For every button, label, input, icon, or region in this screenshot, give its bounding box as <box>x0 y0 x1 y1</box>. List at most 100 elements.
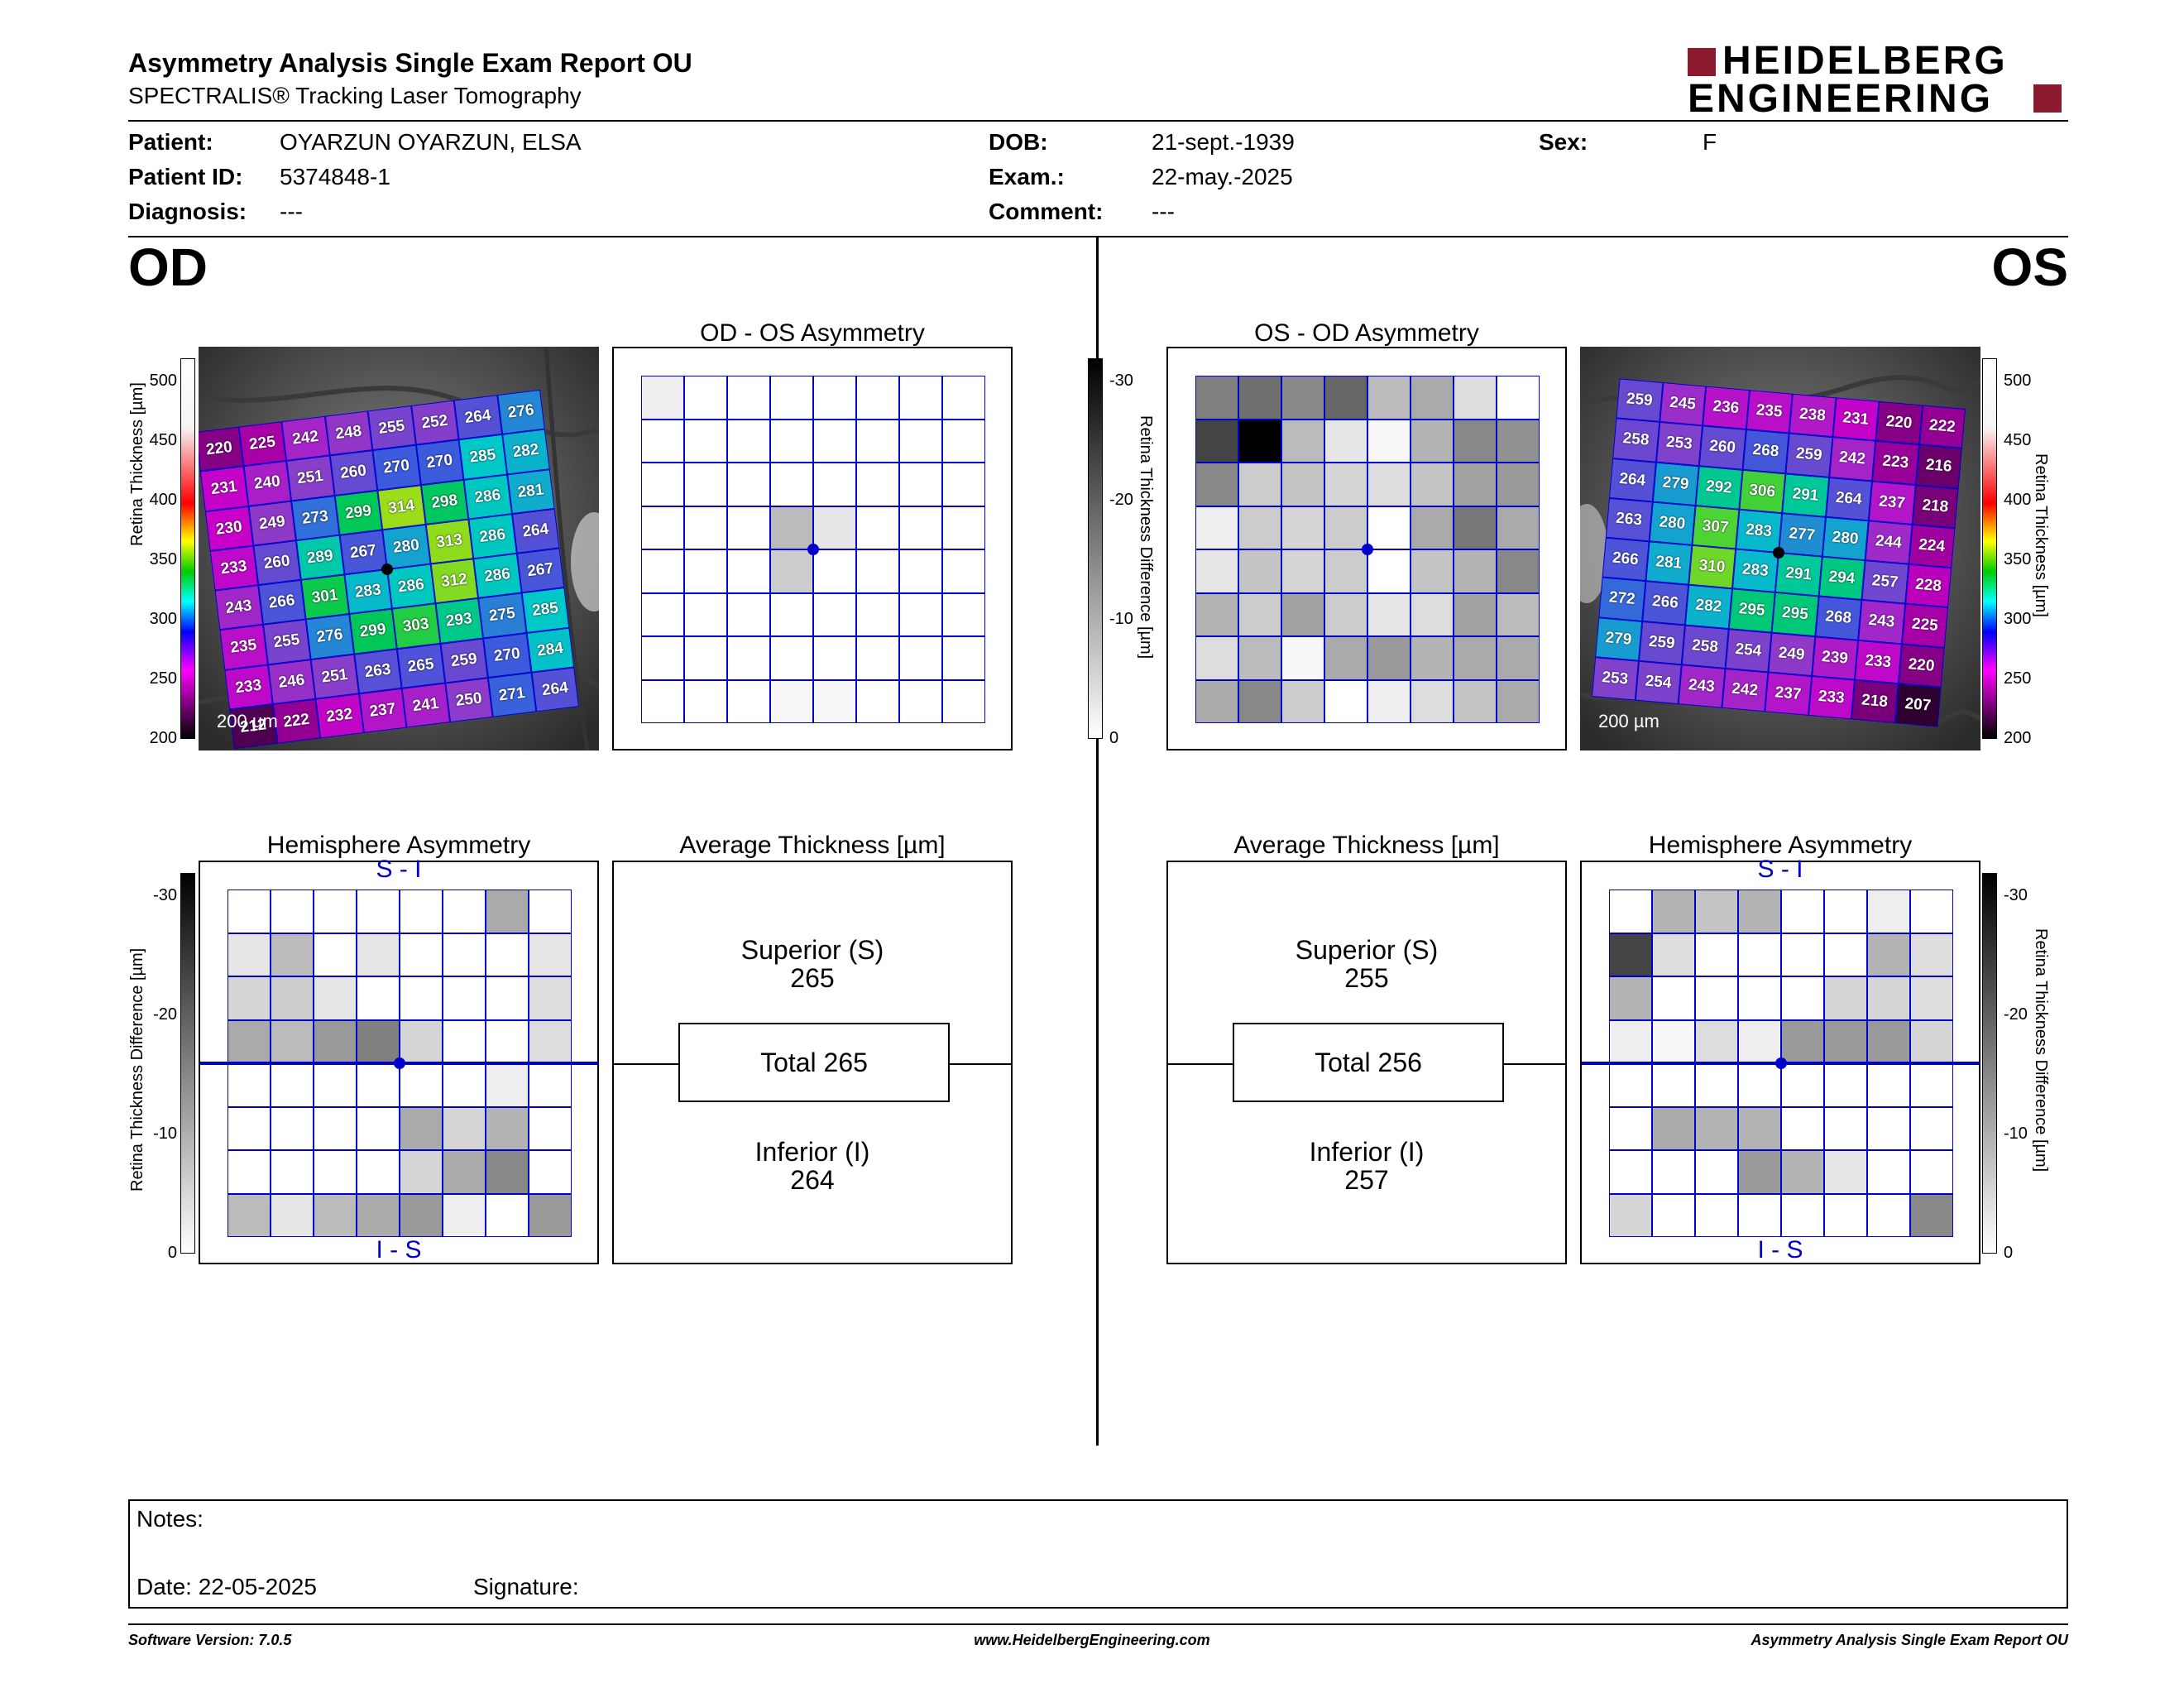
od-thickness-map: 220 225 242 248 255 252 264 276 231 240 251 260 270 2… <box>199 347 599 750</box>
od-hemisphere-bottom-label: I - S <box>376 1236 422 1264</box>
hemisphere-cell <box>443 1063 486 1107</box>
od-hemisphere-panel: S - I I - S <box>199 856 599 1264</box>
asymmetry-cell <box>942 636 985 680</box>
asymmetry-cell <box>856 419 899 463</box>
asymmetry-cell <box>1454 679 1497 723</box>
thickness-cell: 285 <box>458 434 507 480</box>
hemisphere-cell <box>443 1019 486 1063</box>
thickness-cell: 251 <box>310 654 359 699</box>
asymmetry-cell <box>727 506 770 549</box>
thickness-cell: 266 <box>257 579 306 626</box>
hemisphere-cell <box>1910 933 1953 976</box>
od-map-grid: 220 225 242 248 255 252 264 276 231 240 251 260 270 2… <box>199 389 579 750</box>
thickness-cell: 266 <box>1641 581 1689 625</box>
thickness-cell: 276 <box>496 389 545 435</box>
hemisphere-cell <box>228 933 271 976</box>
patient-divider <box>128 236 2068 237</box>
asymmetry-cell <box>684 419 727 463</box>
sex-label: Sex: <box>1539 129 1588 155</box>
website-link[interactable]: www.HeidelbergEngineering.com <box>974 1632 1210 1648</box>
asymmetry-cell <box>813 419 856 463</box>
hemisphere-cell <box>443 933 486 976</box>
hemisphere-cell <box>486 1063 529 1107</box>
thickness-cell: 259 <box>1616 378 1663 423</box>
hemisphere-cell <box>1867 1063 1910 1107</box>
hemisphere-cell <box>443 976 486 1020</box>
od-os-asymmetry-grid <box>641 376 985 723</box>
os-hemisphere-grid <box>1582 890 1980 1237</box>
thickness-cell: 244 <box>1865 520 1913 564</box>
thickness-cell: 232 <box>315 693 364 739</box>
thickness-cell: 285 <box>521 587 570 633</box>
thickness-cell: 286 <box>473 553 522 599</box>
asymmetry-cell <box>899 506 942 549</box>
asymmetry-cell <box>942 506 985 549</box>
asymmetry-cell <box>942 419 985 463</box>
thickness-cell: 286 <box>463 474 512 520</box>
thickness-cell: 280 <box>382 524 431 569</box>
thickness-cell: 252 <box>410 400 459 445</box>
thickness-cell: 303 <box>391 603 440 649</box>
hemisphere-cell <box>486 1193 529 1237</box>
asymmetry-cell <box>1367 679 1410 723</box>
thickness-cell: 282 <box>1684 584 1732 629</box>
colorbar-tick-label: 250 <box>149 669 177 688</box>
asymmetry-cell <box>813 549 856 593</box>
od-scale-bar-label: 200 µm <box>217 711 278 731</box>
od-os-asymmetry-title: OD - OS Asymmetry <box>700 319 925 347</box>
hemisphere-cell <box>529 1193 572 1237</box>
asymmetry-cell <box>1497 549 1540 593</box>
asymmetry-cell <box>856 592 899 636</box>
hemisphere-cell <box>1910 1150 1953 1194</box>
dob-label: DOB: <box>989 129 1048 155</box>
hemisphere-cell <box>529 1150 572 1194</box>
thickness-cell: 298 <box>420 479 469 525</box>
asymmetry-cell <box>727 592 770 636</box>
asymmetry-cell <box>1238 592 1281 636</box>
hemisphere-cell <box>228 890 271 933</box>
hemisphere-cell <box>271 976 314 1020</box>
hemisphere-cell <box>228 1106 271 1150</box>
thickness-cell: 253 <box>1655 422 1703 466</box>
hemisphere-cell <box>228 976 271 1020</box>
hemisphere-cell <box>1652 1106 1695 1150</box>
hemisphere-cell <box>1910 890 1953 933</box>
asymmetry-cell <box>1497 463 1540 506</box>
hemisphere-cell <box>1867 1150 1910 1194</box>
asymmetry-cell <box>684 592 727 636</box>
hemisphere-cell <box>400 1106 443 1150</box>
thickness-cell: 273 <box>291 495 340 540</box>
thickness-cell: 243 <box>1678 664 1726 708</box>
hemisphere-cell <box>1781 1193 1824 1237</box>
colorbar-tick-label: -20 <box>1109 491 1133 509</box>
thickness-cell: 275 <box>478 592 527 638</box>
hemisphere-cell <box>228 1150 271 1194</box>
asymmetry-cell <box>1410 506 1454 549</box>
hemisphere-cell <box>400 976 443 1020</box>
thickness-cell: 233 <box>1854 640 1902 683</box>
thickness-cell: 241 <box>401 683 450 728</box>
thickness-cell: 231 <box>1832 397 1880 441</box>
thickness-cell: 299 <box>334 490 383 535</box>
thickness-cell: 281 <box>1645 541 1693 585</box>
colorbar-tick-label: 0 <box>167 1244 177 1262</box>
os-od-asymmetry-panel <box>1166 347 1567 750</box>
thickness-cell: 259 <box>1785 433 1832 477</box>
asymmetry-cell <box>942 549 985 593</box>
hemisphere-cell <box>443 1106 486 1150</box>
os-difference-colorbar <box>1088 358 1103 739</box>
hemisphere-cell <box>1738 890 1781 933</box>
notes-box: Notes: Date: 22-05-2025 Signature: <box>128 1499 2068 1609</box>
hemisphere-cell <box>1652 976 1695 1020</box>
asymmetry-cell <box>856 376 899 420</box>
asymmetry-cell <box>1497 592 1540 636</box>
thickness-cell: 313 <box>425 519 474 564</box>
colorbar-tick-label: -20 <box>2004 1005 2028 1024</box>
hemisphere-cell <box>1609 1150 1652 1194</box>
hemisphere-cell <box>400 1193 443 1237</box>
os-hemisphere-axis-label: Retina Thickness Difference [µm] <box>2032 928 2050 1172</box>
thickness-cell: 280 <box>1649 501 1696 545</box>
asymmetry-cell <box>641 376 684 420</box>
os-thickness-axis-label: Retina Thickness [µm] <box>2032 453 2050 617</box>
thickness-cell: 263 <box>353 648 402 694</box>
